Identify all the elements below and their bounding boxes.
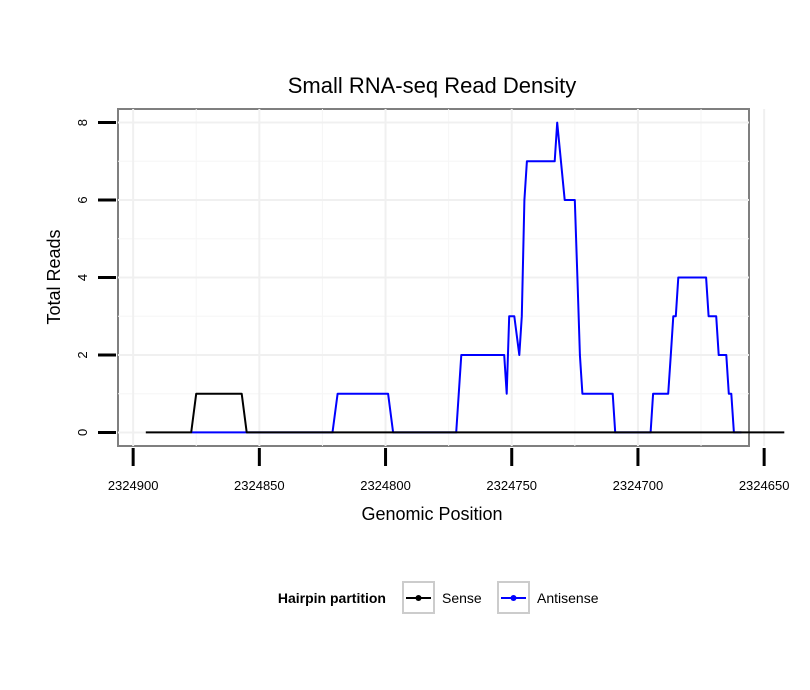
legend-label-sense: Sense xyxy=(442,590,482,606)
x-axis: 2324900 2324850 2324800 2324750 2324700 23246… xyxy=(108,448,790,493)
legend: Hairpin partition Sense Antisense xyxy=(278,581,599,614)
x-tick-label: 2324750 xyxy=(486,478,537,493)
y-tick-label: 2 xyxy=(75,351,90,358)
chart-title: Small RNA-seq Read Density xyxy=(288,73,577,98)
y-tick-label: 4 xyxy=(75,274,90,281)
series-line-sense xyxy=(145,392,785,434)
legend-title: Hairpin partition xyxy=(278,590,386,606)
legend-marker-antisense xyxy=(510,595,517,601)
x-axis-title: Genomic Position xyxy=(361,504,502,524)
x-tick-label: 2324700 xyxy=(613,478,664,493)
x-tick-label: 2324900 xyxy=(108,478,159,493)
x-tick-label: 2324850 xyxy=(234,478,285,493)
x-tick-label: 2324650 xyxy=(739,478,790,493)
x-tick-label: 2324800 xyxy=(360,478,411,493)
legend-marker-sense xyxy=(415,595,422,601)
y-tick-label: 0 xyxy=(75,429,90,436)
legend-label-antisense: Antisense xyxy=(537,590,599,606)
y-axis: 0 2 4 6 8 xyxy=(75,119,116,436)
series-line-antisense xyxy=(191,121,742,434)
y-tick-label: 8 xyxy=(75,119,90,126)
y-tick-label: 6 xyxy=(75,196,90,203)
y-axis-title: Total Reads xyxy=(44,229,64,324)
series-layer xyxy=(145,121,785,434)
